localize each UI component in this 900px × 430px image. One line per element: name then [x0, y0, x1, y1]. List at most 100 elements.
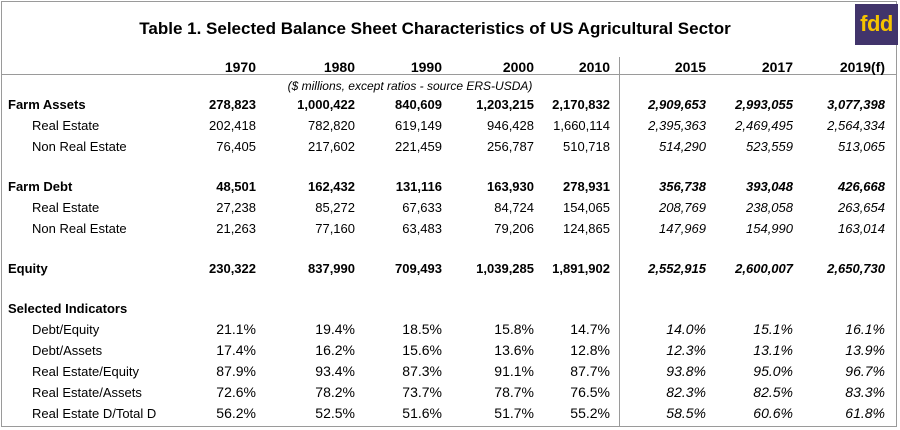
table-cell: 1,039,285 — [476, 261, 534, 276]
table-cell: 83.3% — [845, 384, 885, 400]
table-cell: 87.7% — [570, 363, 610, 379]
table-cell: 278,823 — [209, 97, 256, 112]
table-cell: 19.4% — [315, 321, 355, 337]
table-cell: 2,600,007 — [735, 261, 793, 276]
table-cell: 12.3% — [666, 342, 706, 358]
table-cell: 1,660,114 — [553, 118, 610, 133]
row-label: Real Estate — [32, 118, 100, 133]
row-label: Debt/Equity — [32, 322, 100, 337]
table-cell: 48,501 — [216, 179, 256, 194]
table-cell: 91.1% — [494, 363, 534, 379]
table-cell: 15.1% — [753, 321, 793, 337]
table-cell: 63,483 — [402, 221, 442, 236]
table-cell: 221,459 — [395, 139, 442, 154]
table-cell: 2,552,915 — [648, 261, 706, 276]
table-cell: 27,238 — [216, 200, 256, 215]
table-cell: 837,990 — [308, 261, 355, 276]
column-header: 2010 — [578, 59, 610, 75]
table-cell: 256,787 — [487, 139, 534, 154]
table-cell: 76.5% — [570, 384, 610, 400]
table-cell: 12.8% — [570, 342, 610, 358]
table-cell: 238,058 — [746, 200, 793, 215]
column-divider — [619, 57, 620, 427]
table-cell: 93.4% — [315, 363, 355, 379]
row-label: Real Estate/Equity — [32, 364, 139, 379]
row-label: Real Estate/Assets — [32, 385, 142, 400]
column-header: 2000 — [502, 59, 534, 75]
table-cell: 82.3% — [666, 384, 706, 400]
table-cell: 58.5% — [666, 405, 706, 421]
table-cell: 154,065 — [563, 200, 610, 215]
table-cell: 2,564,334 — [827, 118, 885, 133]
column-header: 1970 — [224, 59, 256, 75]
table-cell: 13.1% — [753, 342, 793, 358]
table-cell: 82.5% — [753, 384, 793, 400]
table-cell: 52.5% — [315, 405, 355, 421]
table-cell: 96.7% — [845, 363, 885, 379]
table-cell: 56.2% — [216, 405, 256, 421]
table-cell: 3,077,398 — [827, 97, 885, 112]
table-cell: 263,654 — [838, 200, 885, 215]
table-cell: 230,322 — [209, 261, 256, 276]
table-cell: 124,865 — [563, 221, 610, 236]
table-cell: 131,116 — [395, 179, 442, 194]
table-cell: 162,432 — [308, 179, 355, 194]
table-title: Table 1. Selected Balance Sheet Characte… — [139, 19, 731, 38]
row-label: Equity — [8, 261, 48, 276]
table-cell: 16.1% — [845, 321, 885, 337]
table-cell: 202,418 — [209, 118, 256, 133]
table-cell: 514,290 — [659, 139, 706, 154]
table-cell: 14.0% — [666, 321, 706, 337]
table-cell: 76,405 — [216, 139, 256, 154]
table-cell: 73.7% — [402, 384, 442, 400]
table-cell: 61.8% — [845, 405, 885, 421]
table-cell: 51.7% — [494, 405, 534, 421]
table-cell: 356,738 — [659, 179, 706, 194]
table-cell: 51.6% — [402, 405, 442, 421]
table-cell: 21.1% — [216, 321, 256, 337]
table-cell: 87.9% — [216, 363, 256, 379]
row-label: Farm Debt — [8, 179, 73, 194]
table-cell: 55.2% — [570, 405, 610, 421]
column-header: 2019(f) — [839, 59, 885, 75]
table-cell: 163,930 — [487, 179, 534, 194]
table-cell: 78.2% — [315, 384, 355, 400]
table-cell: 87.3% — [402, 363, 442, 379]
table-cell: 208,769 — [659, 200, 706, 215]
table-cell: 946,428 — [487, 118, 534, 133]
table-cell: 147,969 — [659, 221, 706, 236]
row-label: Non Real Estate — [32, 221, 127, 236]
table-cell: 393,048 — [746, 179, 793, 194]
table-cell: 217,602 — [308, 139, 355, 154]
table-cell: 95.0% — [753, 363, 793, 379]
table-cell: 513,065 — [838, 139, 885, 154]
table-cell: 60.6% — [753, 405, 793, 421]
table-cell: 78.7% — [494, 384, 534, 400]
row-label: Non Real Estate — [32, 139, 127, 154]
table-cell: 15.8% — [494, 321, 534, 337]
table-cell: 1,000,422 — [297, 97, 355, 112]
row-label: Farm Assets — [8, 97, 86, 112]
table-cell: 1,203,215 — [476, 97, 534, 112]
table-cell: 13.6% — [494, 342, 534, 358]
fdd-logo[interactable]: fdd — [855, 4, 898, 45]
table-cell: 2,395,363 — [648, 118, 706, 133]
table-cell: 2,993,055 — [735, 97, 793, 112]
table-cell: 17.4% — [216, 342, 256, 358]
table-cell: 2,170,832 — [552, 97, 610, 112]
table-cell: 2,469,495 — [735, 118, 793, 133]
table-cell: 85,272 — [315, 200, 355, 215]
table-cell: 13.9% — [845, 342, 885, 358]
column-header: 2015 — [674, 59, 706, 75]
table-cell: 2,909,653 — [648, 97, 706, 112]
table-cell: 14.7% — [570, 321, 610, 337]
row-label: Real Estate — [32, 200, 100, 215]
units-note: ($ millions, except ratios - source ERS-… — [287, 79, 533, 93]
table-cell: 21,263 — [216, 221, 256, 236]
table-cell: 16.2% — [315, 342, 355, 358]
table-cell: 510,718 — [563, 139, 610, 154]
table-cell: 523,559 — [746, 139, 793, 154]
table-cell: 2,650,730 — [827, 261, 885, 276]
table-cell: 77,160 — [315, 221, 355, 236]
